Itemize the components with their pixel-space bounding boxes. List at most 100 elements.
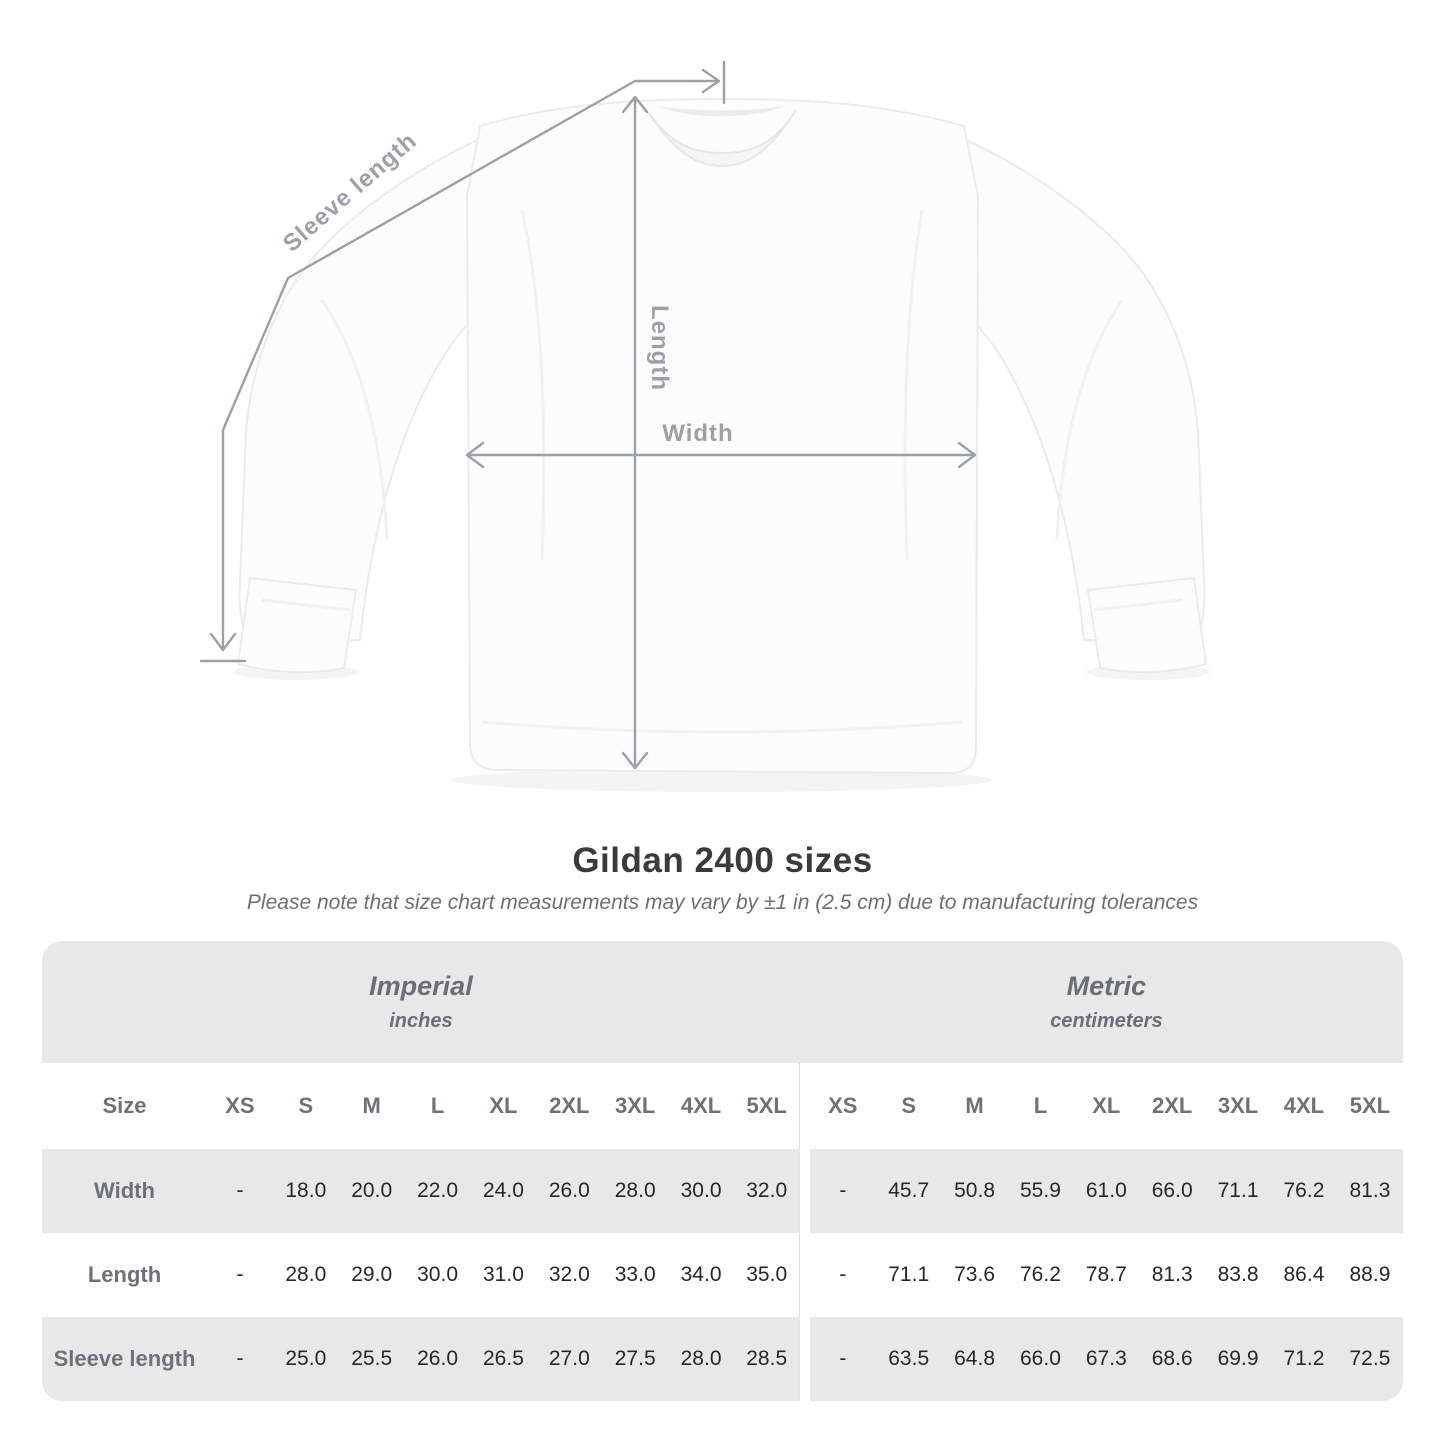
table-cell: 22.0 <box>417 1179 458 1202</box>
table-cell: 30.0 <box>417 1263 458 1286</box>
size-header-row: Size XS S M L XL 2XL 3XL 4XL 5XL XS S M … <box>42 1063 1403 1149</box>
tolerance-note: Please note that size chart measurements… <box>246 891 1199 914</box>
shirt-diagram: Sleeve length Length Width <box>199 60 1210 792</box>
size-header: 5XL <box>1349 1093 1391 1118</box>
size-header: M <box>965 1093 984 1118</box>
table-cell: 28.0 <box>285 1263 327 1286</box>
row-label: Length <box>87 1262 162 1287</box>
table-cell: 32.0 <box>746 1179 788 1202</box>
arrow-right-icon <box>701 68 721 94</box>
table-cell: 25.5 <box>351 1347 393 1370</box>
imperial-title: Imperial <box>369 971 473 1001</box>
size-header: S <box>901 1093 917 1118</box>
table-cell: - <box>236 1263 244 1286</box>
table-cell: 71.1 <box>1217 1179 1259 1202</box>
table-row-sleeve-length: Sleeve length - 25.0 25.5 26.0 26.5 27.0… <box>42 1317 1403 1401</box>
table-cell: 32.0 <box>548 1263 590 1286</box>
size-header: 3XL <box>1217 1093 1259 1118</box>
section-gap <box>799 1233 810 1317</box>
table-cell: 76.2 <box>1283 1179 1325 1202</box>
size-header: 3XL <box>615 1093 656 1118</box>
table-cell: 64.8 <box>954 1347 995 1370</box>
size-header: L <box>1033 1093 1048 1118</box>
imperial-section-header: Imperial inches <box>42 941 800 1063</box>
table-cell: 66.0 <box>1020 1347 1061 1370</box>
table-cell: 20.0 <box>351 1179 393 1202</box>
table-cell: 63.5 <box>888 1347 930 1370</box>
row-label: Sleeve length <box>53 1346 196 1371</box>
table-row-width: Width - 18.0 20.0 22.0 24.0 26.0 28.0 30… <box>42 1149 1403 1233</box>
table-cell: - <box>839 1263 847 1286</box>
table-cell: 18.0 <box>285 1179 327 1202</box>
table-cell: 78.7 <box>1085 1263 1127 1286</box>
section-gap <box>799 1317 810 1401</box>
table-cell: 71.1 <box>888 1263 930 1286</box>
shirt-graphic <box>236 97 1208 775</box>
table-cell: 86.4 <box>1283 1263 1325 1286</box>
length-label: Length <box>646 305 673 391</box>
table-cell: 76.2 <box>1020 1263 1061 1286</box>
table-cell: 27.0 <box>548 1347 590 1370</box>
shirt-diagram-svg: Sleeve length Length Width <box>199 60 1210 792</box>
length-measure: Length <box>621 95 673 770</box>
arrow-up-icon <box>621 95 649 114</box>
size-header: S <box>298 1093 314 1118</box>
table-cell: 66.0 <box>1151 1179 1193 1202</box>
table-cell: 29.0 <box>351 1263 393 1286</box>
table-cell: 25.0 <box>285 1347 327 1370</box>
table-cell: - <box>236 1347 244 1370</box>
table-cell: 26.0 <box>548 1179 590 1202</box>
metric-title: Metric <box>1066 971 1147 1001</box>
table-cell: 28.0 <box>614 1179 656 1202</box>
table-cell: 24.0 <box>483 1179 524 1202</box>
table-cell: 67.3 <box>1085 1347 1127 1370</box>
table-cell: 71.2 <box>1283 1347 1325 1370</box>
section-gap <box>799 1149 810 1233</box>
size-header: 4XL <box>1283 1093 1325 1118</box>
table-cell: 27.5 <box>614 1347 656 1370</box>
table-cell: 45.7 <box>888 1179 930 1202</box>
size-header: M <box>362 1093 381 1118</box>
table-cell: 83.8 <box>1217 1263 1259 1286</box>
metric-unit: centimeters <box>1050 1010 1163 1032</box>
table-cell: 50.8 <box>954 1179 995 1202</box>
table-cell: 81.3 <box>1151 1263 1193 1286</box>
size-header: L <box>430 1093 445 1118</box>
table-cell: 35.0 <box>746 1263 788 1286</box>
width-measure: Width <box>465 420 977 469</box>
table-cell: 26.5 <box>483 1347 524 1370</box>
table-cell: 34.0 <box>680 1263 722 1286</box>
table-cell: 26.0 <box>417 1347 458 1370</box>
size-table-card: Imperial inches Metric centimeters Size … <box>42 941 1403 1401</box>
size-column-label: Size <box>102 1093 147 1118</box>
table-cell: 81.3 <box>1349 1179 1391 1202</box>
arrow-right-icon <box>957 441 977 469</box>
unit-band-row: Imperial inches Metric centimeters <box>42 941 1403 1063</box>
table-cell: 31.0 <box>483 1263 524 1286</box>
arrow-down-icon <box>209 632 237 652</box>
metric-section-header: Metric centimeters <box>809 941 1403 1063</box>
table-cell: 28.5 <box>746 1347 788 1370</box>
size-header: XL <box>1092 1093 1121 1118</box>
table-cell: 28.0 <box>680 1347 722 1370</box>
table-cell: 30.0 <box>680 1179 722 1202</box>
arrow-down-icon <box>621 751 649 770</box>
size-header: 2XL <box>549 1093 590 1118</box>
size-header: XL <box>489 1093 518 1118</box>
table-cell: - <box>839 1179 847 1202</box>
table-cell: 61.0 <box>1085 1179 1127 1202</box>
table-cell: - <box>236 1179 244 1202</box>
size-header: 4XL <box>680 1093 722 1118</box>
page-title: Gildan 2400 sizes <box>572 841 873 880</box>
table-cell: - <box>839 1347 847 1370</box>
size-header: XS <box>225 1093 255 1118</box>
table-row-length: Length - 28.0 29.0 30.0 31.0 32.0 33.0 3… <box>42 1233 1403 1317</box>
table-cell: 33.0 <box>614 1263 656 1286</box>
table-cell: 73.6 <box>954 1263 995 1286</box>
width-label: Width <box>662 420 733 447</box>
arrow-left-icon <box>465 441 485 469</box>
section-gap <box>799 1063 810 1149</box>
table-cell: 88.9 <box>1349 1263 1391 1286</box>
size-header: XS <box>828 1093 858 1118</box>
